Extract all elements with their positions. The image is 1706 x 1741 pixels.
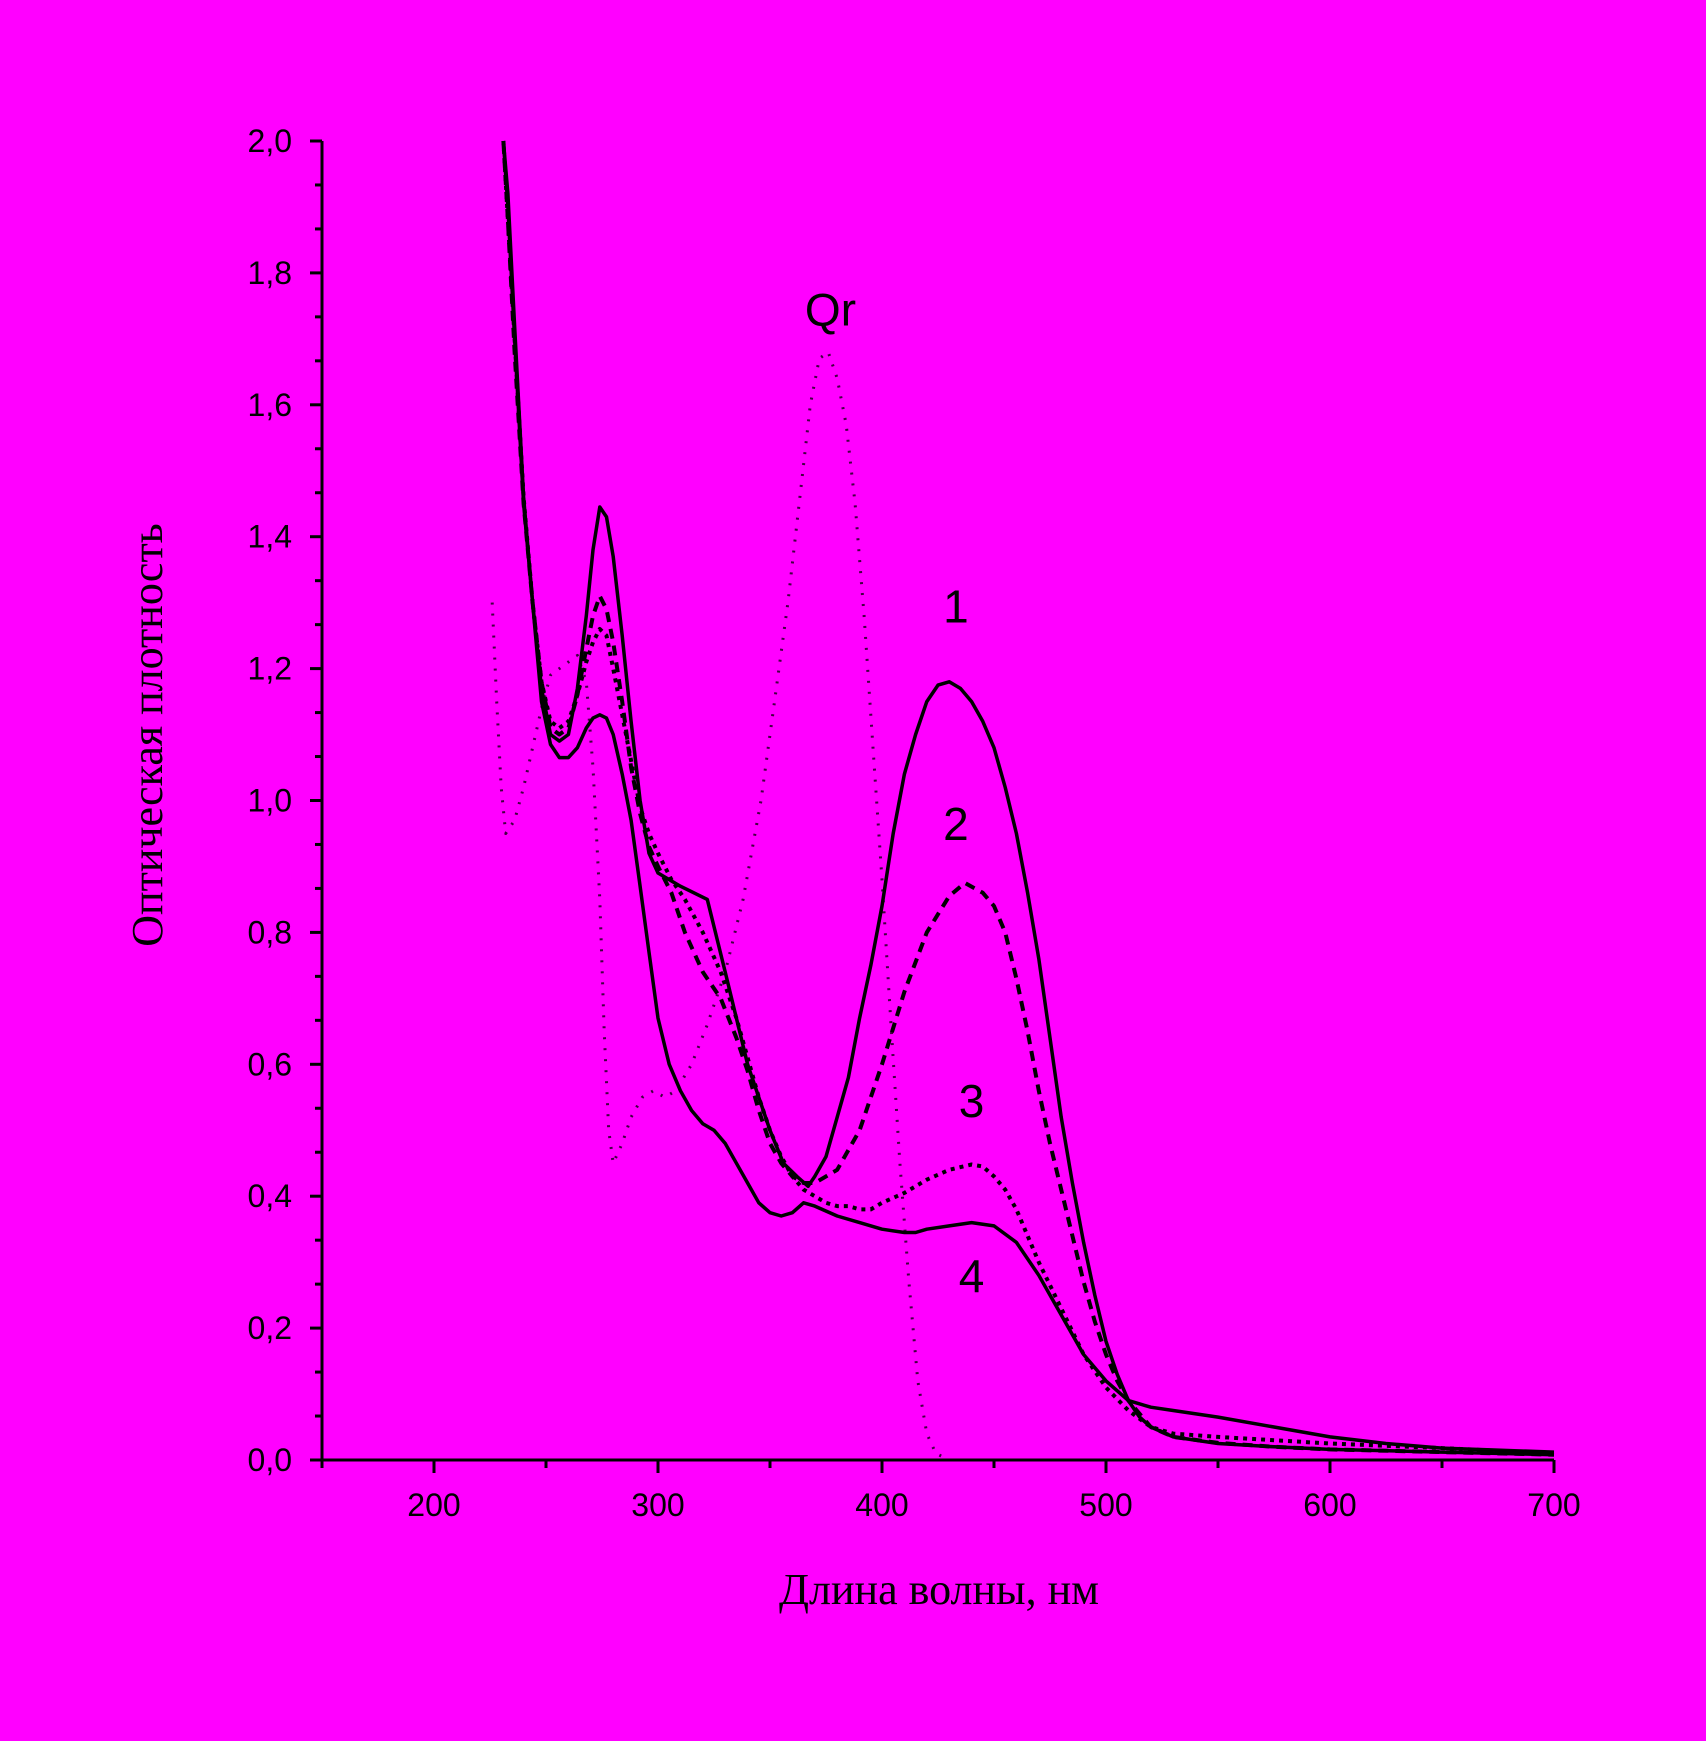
x-tick-label: 300 <box>631 1487 684 1523</box>
x-tick-label: 600 <box>1303 1487 1356 1523</box>
series-line-4 <box>501 140 1555 1454</box>
y-tick-label: 2,0 <box>248 123 292 159</box>
y-axis-title: Оптическая плотность <box>123 523 172 946</box>
y-tick-label: 1,8 <box>248 255 292 291</box>
curve-label-qr: Qr <box>805 284 856 336</box>
y-tick-label: 0,0 <box>248 1442 292 1478</box>
x-tick-label: 700 <box>1527 1487 1580 1523</box>
x-axis-ticks: 200 300 400 500 600 700 <box>320 1460 1581 1523</box>
series-line-3 <box>501 140 1555 1456</box>
y-tick-label: 1,6 <box>248 387 292 423</box>
curve-label-1: 1 <box>943 580 969 632</box>
axes: 0,0 0,2 0,4 0,6 0,8 1,0 1,2 1,4 1,6 1,8 2,0 200 300… <box>248 123 1581 1523</box>
y-tick-label: 0,6 <box>248 1046 292 1082</box>
y-tick-label: 1,4 <box>248 519 292 555</box>
x-tick-label: 200 <box>407 1487 460 1523</box>
curve-label-3: 3 <box>959 1075 985 1127</box>
x-axis-title: Длина волны, нм <box>779 1565 1099 1614</box>
curve-label-2: 2 <box>943 798 969 850</box>
y-tick-label: 1,0 <box>248 783 292 819</box>
y-tick-label: 1,2 <box>248 651 292 687</box>
curve-label-4: 4 <box>959 1250 985 1302</box>
y-tick-label: 0,4 <box>248 1178 292 1214</box>
series-line-1 <box>501 140 1555 1457</box>
y-tick-label: 0,8 <box>248 914 292 950</box>
series-line-qr <box>490 350 950 1462</box>
series-layer <box>490 140 1555 1462</box>
x-tick-label: 500 <box>1079 1487 1132 1523</box>
x-tick-label: 400 <box>855 1487 908 1523</box>
series-line-2 <box>501 140 1555 1457</box>
y-axis-ticks: 0,0 0,2 0,4 0,6 0,8 1,0 1,2 1,4 1,6 1,8 2,0 <box>248 123 322 1478</box>
y-tick-label: 0,2 <box>248 1310 292 1346</box>
curve-labels: 1 2 3 4 Qr <box>805 284 984 1302</box>
